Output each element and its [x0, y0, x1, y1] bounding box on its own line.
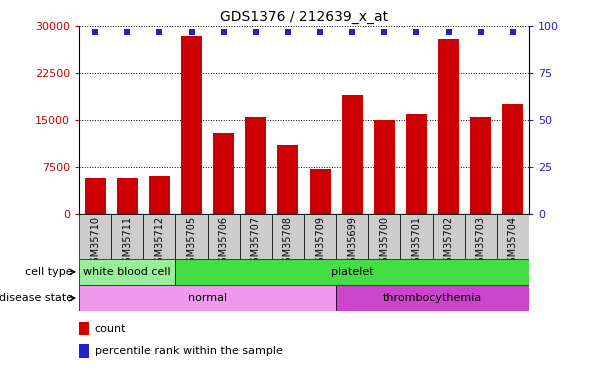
Text: GSM35704: GSM35704 [508, 216, 518, 269]
Point [187, 29, 196, 35]
Bar [176, 214, 207, 259]
Bar [111, 214, 143, 259]
Bar [79, 322, 89, 335]
Text: GSM35709: GSM35709 [315, 216, 325, 269]
Text: GSM35701: GSM35701 [412, 216, 421, 269]
Text: GSM35708: GSM35708 [283, 216, 293, 269]
Text: GSM35703: GSM35703 [475, 216, 486, 269]
Bar [246, 117, 266, 214]
Bar [401, 214, 432, 259]
Text: GSM35707: GSM35707 [250, 216, 261, 269]
Text: GSM35712: GSM35712 [154, 216, 164, 269]
Text: disease state: disease state [0, 293, 73, 303]
Bar [406, 114, 427, 214]
Bar [79, 214, 111, 259]
Text: platelet: platelet [331, 267, 373, 277]
Point [476, 29, 486, 35]
Text: GSM35710: GSM35710 [90, 216, 100, 269]
Bar [143, 214, 176, 259]
Bar [149, 176, 170, 214]
Point [283, 29, 293, 35]
Text: cell type: cell type [26, 267, 73, 277]
Bar [181, 36, 202, 214]
Bar [213, 132, 234, 214]
Text: thrombocythemia: thrombocythemia [383, 293, 482, 303]
Bar [502, 104, 523, 214]
Bar [85, 177, 106, 214]
Point [315, 29, 325, 35]
Bar [309, 169, 331, 214]
Point [219, 29, 229, 35]
Point [251, 29, 261, 35]
Point [412, 29, 421, 35]
Text: GSM35706: GSM35706 [219, 216, 229, 269]
Bar [79, 259, 176, 285]
Bar [438, 39, 459, 214]
Title: GDS1376 / 212639_x_at: GDS1376 / 212639_x_at [220, 10, 388, 24]
Point [379, 29, 389, 35]
Bar [176, 259, 529, 285]
Text: count: count [95, 324, 126, 333]
Text: white blood cell: white blood cell [83, 267, 171, 277]
Point [508, 29, 518, 35]
Bar [117, 178, 137, 214]
Text: GSM35702: GSM35702 [444, 216, 454, 269]
Text: GSM35699: GSM35699 [347, 216, 358, 269]
Bar [79, 344, 89, 358]
Point [154, 29, 164, 35]
Bar [336, 285, 529, 311]
Point [347, 29, 357, 35]
Bar [304, 214, 336, 259]
Bar [207, 214, 240, 259]
Point [90, 29, 100, 35]
Bar [497, 214, 529, 259]
Bar [471, 117, 491, 214]
Point [444, 29, 454, 35]
Bar [342, 95, 362, 214]
Text: normal: normal [188, 293, 227, 303]
Text: percentile rank within the sample: percentile rank within the sample [95, 346, 283, 356]
Bar [336, 214, 368, 259]
Bar [272, 214, 304, 259]
Point [122, 29, 132, 35]
Bar [432, 214, 465, 259]
Bar [374, 120, 395, 214]
Text: GSM35705: GSM35705 [187, 216, 196, 269]
Text: GSM35711: GSM35711 [122, 216, 133, 269]
Bar [79, 285, 336, 311]
Bar [465, 214, 497, 259]
Text: GSM35700: GSM35700 [379, 216, 389, 269]
Bar [368, 214, 401, 259]
Bar [277, 145, 299, 214]
Bar [240, 214, 272, 259]
